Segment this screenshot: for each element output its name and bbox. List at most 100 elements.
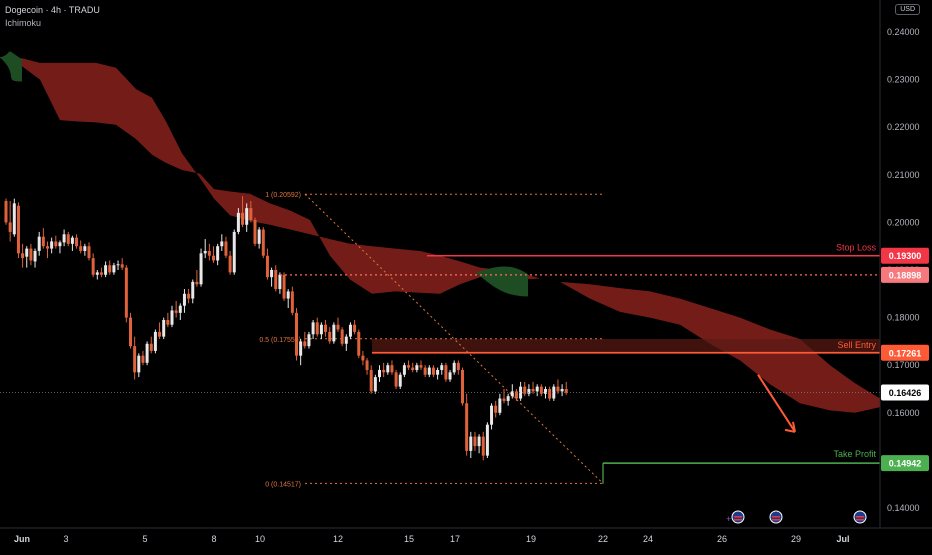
candle — [369, 369, 373, 392]
y-tick-label: 0.20000 — [887, 217, 920, 227]
candle — [365, 360, 369, 370]
sell-zone — [372, 339, 880, 353]
x-tick-label: 10 — [255, 534, 265, 544]
candle — [535, 386, 539, 392]
candle — [398, 374, 402, 387]
candle — [295, 312, 298, 356]
x-tick-label: Jul — [836, 534, 849, 544]
candle — [514, 391, 518, 399]
candle — [423, 367, 427, 375]
event-flag-icon — [769, 510, 783, 524]
candle — [419, 365, 423, 368]
candle — [8, 222, 12, 232]
candle — [340, 329, 344, 344]
candle — [58, 242, 62, 247]
candle — [41, 236, 45, 247]
candle — [162, 319, 166, 337]
candle — [25, 248, 29, 257]
candle — [191, 281, 195, 299]
candle — [50, 241, 54, 249]
candle — [311, 322, 315, 335]
candle — [29, 248, 33, 261]
candle — [324, 324, 328, 332]
candle — [448, 372, 452, 380]
candle — [510, 391, 514, 397]
candle — [108, 265, 112, 273]
current-price-tag-text: 0.16426 — [889, 388, 922, 398]
candle — [407, 365, 411, 368]
candle — [378, 369, 381, 378]
candle — [436, 369, 440, 375]
y-tick-label: 0.24000 — [887, 27, 920, 37]
candle — [212, 255, 215, 261]
candle — [129, 317, 132, 347]
candle — [199, 253, 203, 285]
candle — [477, 436, 481, 447]
candle — [187, 293, 191, 299]
projection-arrow-head — [784, 421, 796, 433]
candle — [95, 272, 99, 275]
x-tick-label: 24 — [643, 534, 653, 544]
candle — [174, 310, 178, 313]
bullish-cloud-segment — [476, 266, 528, 297]
candle — [303, 341, 307, 347]
candle — [124, 267, 128, 318]
x-tick-label: 3 — [63, 534, 68, 544]
candle — [207, 250, 211, 256]
candle — [62, 234, 66, 243]
y-tick-label: 0.21000 — [887, 170, 920, 180]
candle — [158, 331, 162, 337]
resistance-price-tag-text: 0.18898 — [889, 270, 922, 280]
candle — [141, 355, 145, 363]
candle — [112, 265, 116, 273]
take-profit-label: Take Profit — [833, 449, 876, 459]
candle — [357, 331, 361, 356]
candle — [37, 236, 41, 251]
projection-arrow — [757, 374, 796, 433]
candle — [33, 250, 37, 262]
bullish-cloud-segment — [0, 51, 22, 82]
y-tick-label: 0.14000 — [887, 503, 920, 513]
x-tick-label: 12 — [333, 534, 343, 544]
x-tick-label: 19 — [526, 534, 536, 544]
candle — [133, 346, 137, 373]
y-tick-label: 0.23000 — [887, 75, 920, 85]
candle — [415, 365, 419, 370]
fib-level-label: 0.5 (0.17555) — [259, 337, 301, 344]
symbol-title: Dogecoin · 4h · TRADU — [5, 5, 100, 15]
candle — [216, 246, 220, 261]
candle — [490, 405, 494, 425]
event-flag-icon — [853, 510, 867, 524]
candle — [548, 389, 552, 399]
candle — [46, 246, 49, 249]
stop-loss-label: Stop Loss — [836, 243, 877, 253]
currency-button[interactable]: USD — [895, 4, 920, 15]
candle — [444, 365, 448, 380]
candle — [253, 220, 257, 244]
candle — [485, 424, 489, 456]
candle — [440, 365, 444, 370]
candle — [348, 324, 352, 337]
candle — [336, 324, 340, 330]
candle — [241, 212, 245, 225]
sell-entry-label: Sell Entry — [837, 340, 876, 350]
stop-loss-price-tag-text: 0.19300 — [889, 251, 922, 261]
candle — [373, 377, 377, 392]
candle — [21, 253, 25, 259]
candle — [66, 234, 70, 244]
y-tick-label: 0.18000 — [887, 313, 920, 323]
candle — [506, 396, 510, 401]
x-tick-label: 26 — [717, 534, 727, 544]
y-tick-label: 0.22000 — [887, 122, 920, 132]
candle — [523, 386, 527, 394]
candle — [249, 208, 253, 221]
y-tick-label: 0.16000 — [887, 408, 920, 418]
candle — [195, 281, 199, 285]
candle — [481, 436, 485, 456]
candle — [307, 334, 311, 347]
candle — [116, 264, 120, 266]
candle — [79, 246, 83, 251]
take-profit-price-tag — [881, 455, 929, 472]
